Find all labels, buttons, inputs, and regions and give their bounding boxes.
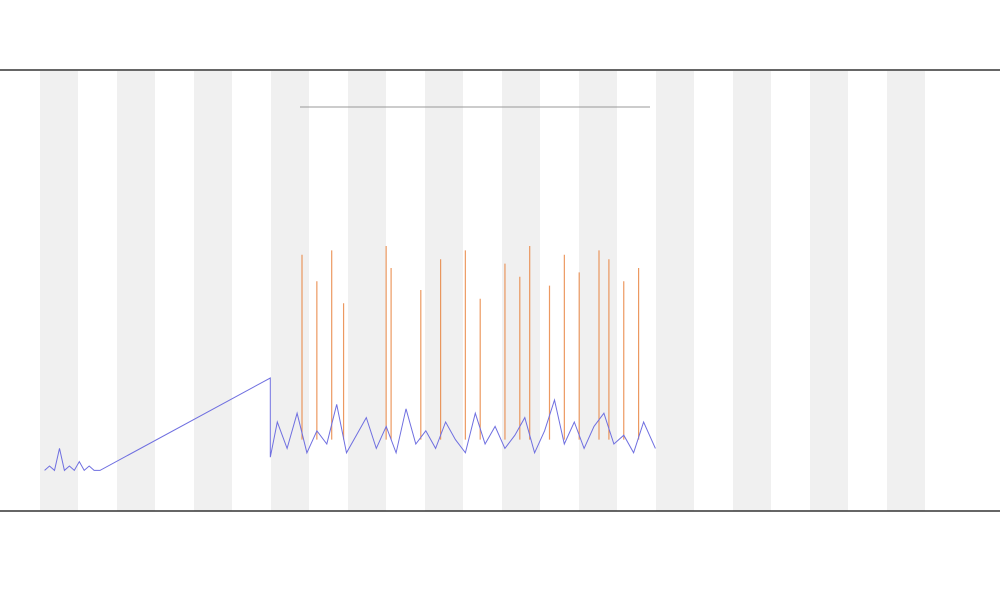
band [579, 71, 617, 511]
band [502, 71, 540, 511]
band [194, 71, 232, 511]
line-series [44, 377, 656, 472]
band [348, 71, 386, 511]
background-bands [40, 71, 925, 511]
band [117, 71, 155, 511]
band [887, 71, 925, 511]
band [40, 71, 78, 511]
band [810, 71, 848, 511]
band [733, 71, 771, 511]
band [656, 71, 694, 511]
band [425, 71, 463, 511]
band [271, 71, 309, 511]
